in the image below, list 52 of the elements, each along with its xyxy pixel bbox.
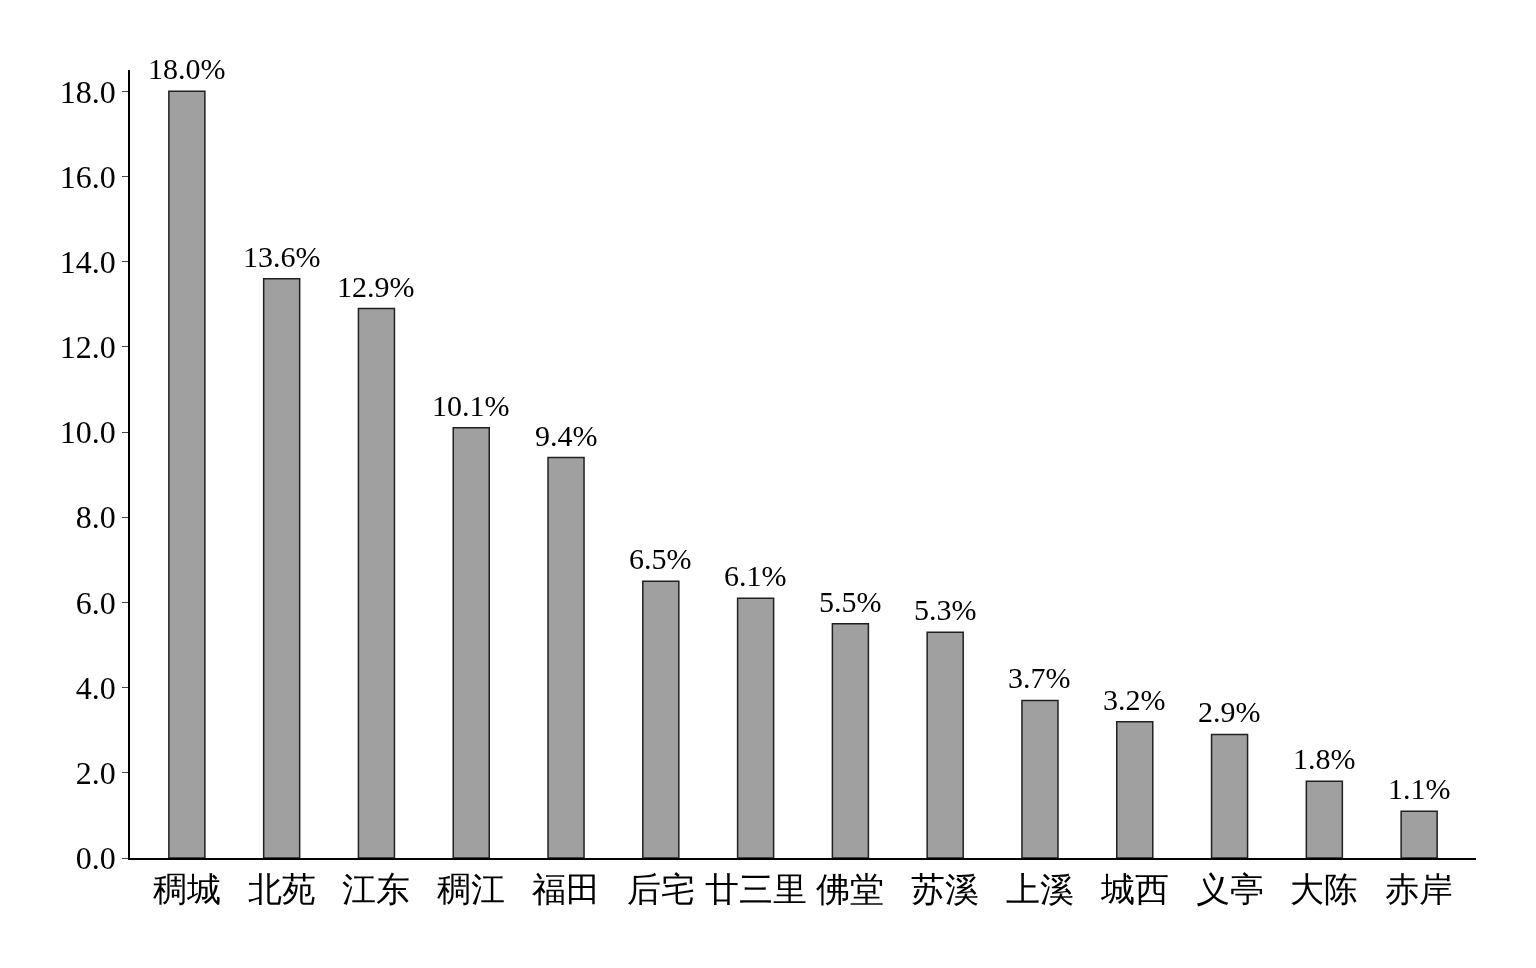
x-tick-label: 大陈 [1290, 870, 1359, 908]
data-label: 12.9% [337, 270, 415, 303]
data-label: 1.8% [1293, 742, 1356, 775]
y-tick-label: 4.0 [75, 669, 116, 706]
y-tick-label: 10.0 [59, 414, 116, 451]
data-label: 3.2% [1103, 683, 1166, 716]
bar [168, 90, 206, 858]
data-label: 9.4% [535, 419, 598, 452]
y-tick-label: 12.0 [59, 329, 116, 366]
data-label: 5.5% [819, 585, 882, 618]
bar [642, 580, 680, 858]
x-tick-label: 江东 [342, 870, 411, 908]
data-label: 6.1% [724, 559, 787, 592]
x-tick-label: 义亭 [1195, 870, 1264, 908]
y-tick-label: 8.0 [75, 499, 116, 536]
x-tick-label: 上溪 [1005, 870, 1074, 908]
bar [1116, 720, 1154, 858]
bar [452, 427, 490, 858]
x-tick-label: 城西 [1099, 870, 1169, 908]
data-label: 10.1% [432, 389, 510, 422]
y-tick-label: 0.0 [75, 840, 116, 877]
bar [1400, 810, 1438, 858]
data-label: 1.1% [1388, 772, 1451, 805]
data-label: 2.9% [1198, 695, 1261, 728]
bar [831, 622, 870, 858]
x-tick-label: 稠江 [437, 870, 506, 908]
bar [736, 597, 775, 858]
x-tick-label: 赤岸 [1385, 870, 1454, 908]
data-label: 5.3% [914, 593, 977, 626]
bar [926, 631, 964, 858]
x-tick-label: 佛堂 [816, 870, 885, 908]
bar [547, 456, 585, 858]
y-tick-label: 16.0 [59, 158, 116, 195]
y-tick-label: 14.0 [59, 243, 116, 280]
y-tick-label: 6.0 [75, 584, 116, 621]
x-tick-label: 稠城 [152, 870, 221, 908]
data-label: 6.5% [629, 542, 692, 575]
bar [1021, 699, 1059, 858]
bar [1305, 780, 1344, 858]
y-tick-label: 2.0 [75, 755, 116, 792]
bar [357, 307, 396, 858]
x-tick-label: 廿三里 [704, 870, 807, 908]
bar [262, 277, 301, 858]
data-label: 13.6% [243, 240, 321, 273]
x-tick-label: 后宅 [626, 870, 695, 908]
y-tick-label: 18.0 [59, 73, 116, 110]
bar [1210, 733, 1249, 858]
data-label: 18.0% [148, 52, 226, 85]
x-tick-label: 福田 [532, 870, 601, 908]
x-tick-label: 苏溪 [911, 870, 980, 908]
x-tick-label: 北苑 [247, 870, 316, 908]
data-label: 3.7% [1008, 661, 1071, 694]
